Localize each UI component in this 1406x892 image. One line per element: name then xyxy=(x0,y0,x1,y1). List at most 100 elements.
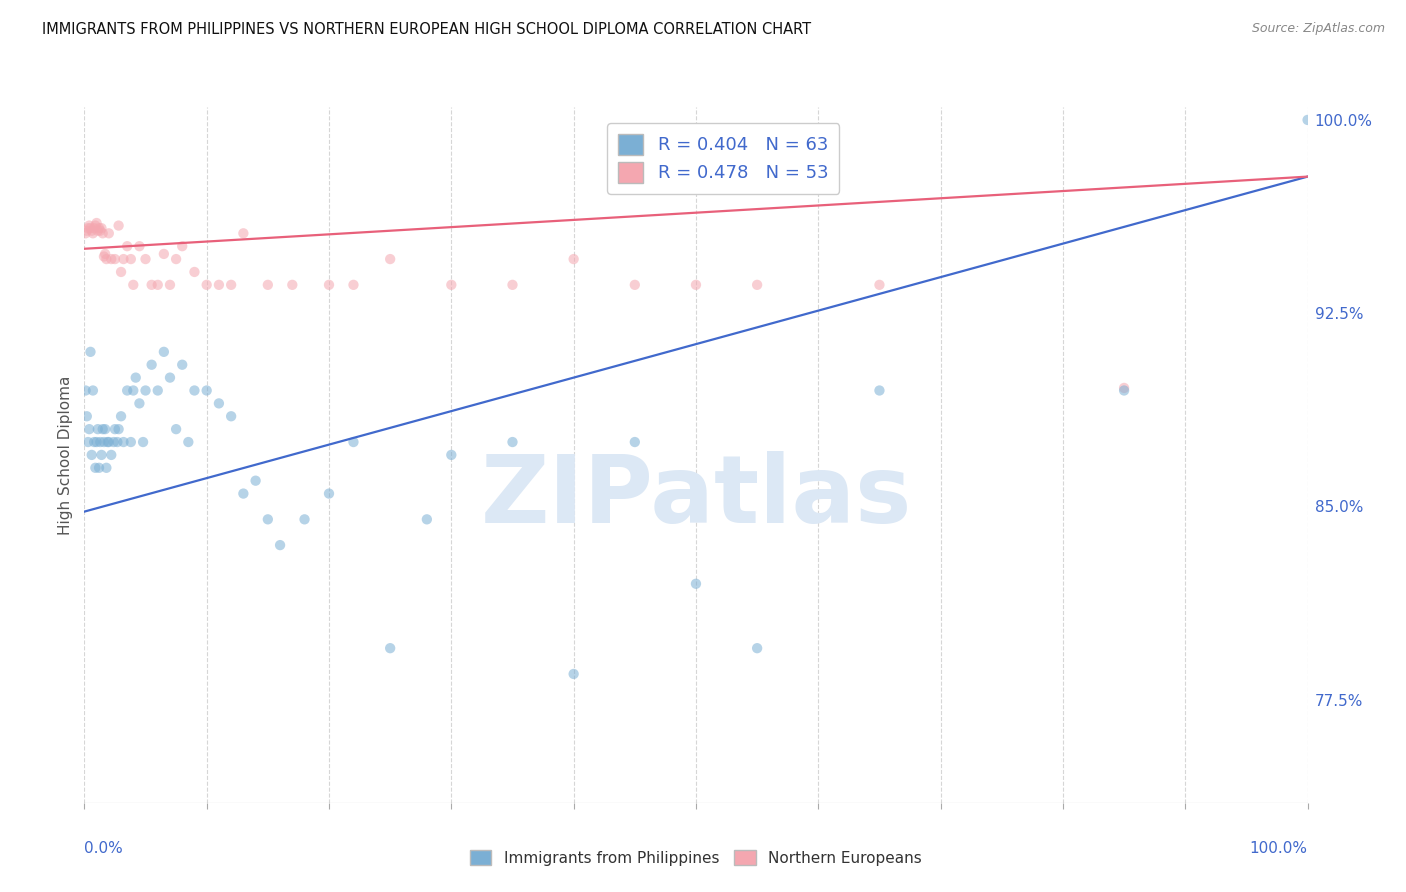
Point xyxy=(107,422,129,436)
Point xyxy=(104,422,127,436)
Point xyxy=(232,227,254,241)
Point xyxy=(110,265,132,279)
Point xyxy=(122,277,145,292)
Point xyxy=(97,435,120,450)
Point xyxy=(135,384,157,398)
Point xyxy=(103,435,125,450)
Point xyxy=(195,277,218,292)
Point xyxy=(747,277,769,292)
Point xyxy=(219,277,242,292)
Point xyxy=(128,239,150,253)
Point xyxy=(342,277,364,292)
Point xyxy=(77,219,100,233)
Point xyxy=(89,224,111,238)
Point xyxy=(159,277,181,292)
Point xyxy=(440,448,463,462)
Point xyxy=(1296,112,1319,127)
Point xyxy=(91,227,114,241)
Point xyxy=(80,448,103,462)
Point xyxy=(172,358,194,372)
Point xyxy=(87,460,110,475)
Point xyxy=(93,435,115,450)
Point xyxy=(183,265,205,279)
Point xyxy=(91,422,114,436)
Point xyxy=(125,370,148,384)
Point xyxy=(83,221,105,235)
Point xyxy=(440,277,463,292)
Point xyxy=(105,435,128,450)
Point xyxy=(79,221,101,235)
Y-axis label: High School Diploma: High School Diploma xyxy=(58,376,73,534)
Point xyxy=(76,224,98,238)
Point xyxy=(120,252,142,266)
Point xyxy=(120,435,142,450)
Point xyxy=(219,409,242,424)
Text: IMMIGRANTS FROM PHILIPPINES VS NORTHERN EUROPEAN HIGH SCHOOL DIPLOMA CORRELATION: IMMIGRANTS FROM PHILIPPINES VS NORTHERN … xyxy=(42,22,811,37)
Point xyxy=(747,641,769,656)
Point xyxy=(685,576,707,591)
Point xyxy=(77,221,100,235)
Point xyxy=(208,396,231,410)
Point xyxy=(624,435,647,450)
Point xyxy=(562,667,585,681)
Point xyxy=(1114,384,1136,398)
Point xyxy=(93,250,115,264)
Point xyxy=(84,219,107,233)
Point xyxy=(96,460,118,475)
Point xyxy=(159,370,181,384)
Point xyxy=(80,224,103,238)
Point xyxy=(257,512,280,526)
Point xyxy=(294,512,316,526)
Point xyxy=(342,435,364,450)
Point xyxy=(122,384,145,398)
Point xyxy=(115,239,138,253)
Point xyxy=(100,252,122,266)
Point xyxy=(86,216,108,230)
Point xyxy=(128,396,150,410)
Point xyxy=(165,422,187,436)
Point xyxy=(172,239,194,253)
Point xyxy=(318,486,340,500)
Point xyxy=(110,409,132,424)
Point xyxy=(82,227,104,241)
Legend: Immigrants from Philippines, Northern Europeans: Immigrants from Philippines, Northern Eu… xyxy=(464,844,928,871)
Text: ZIPatlas: ZIPatlas xyxy=(481,450,911,542)
Text: 0.0%: 0.0% xyxy=(84,841,124,856)
Point xyxy=(165,252,187,266)
Point xyxy=(685,277,707,292)
Point xyxy=(82,384,104,398)
Point xyxy=(562,252,585,266)
Point xyxy=(869,277,891,292)
Point xyxy=(97,435,120,450)
Point xyxy=(75,227,97,241)
Point xyxy=(380,641,402,656)
Point xyxy=(869,384,891,398)
Text: 100.0%: 100.0% xyxy=(1250,841,1308,856)
Point xyxy=(97,227,120,241)
Point xyxy=(177,435,200,450)
Point xyxy=(269,538,291,552)
Point xyxy=(77,422,100,436)
Point xyxy=(89,435,111,450)
Point xyxy=(502,277,524,292)
Point xyxy=(87,422,110,436)
Point xyxy=(1114,381,1136,395)
Point xyxy=(153,247,176,261)
Point xyxy=(94,422,117,436)
Point xyxy=(195,384,218,398)
Point xyxy=(94,247,117,261)
Point xyxy=(77,435,100,450)
Point xyxy=(75,384,97,398)
Point xyxy=(84,460,107,475)
Point xyxy=(183,384,205,398)
Point xyxy=(232,486,254,500)
Point xyxy=(86,435,108,450)
Point xyxy=(141,277,163,292)
Point xyxy=(502,435,524,450)
Point xyxy=(380,252,402,266)
Point xyxy=(76,409,98,424)
Point xyxy=(245,474,267,488)
Point xyxy=(100,448,122,462)
Point xyxy=(87,224,110,238)
Point xyxy=(416,512,439,526)
